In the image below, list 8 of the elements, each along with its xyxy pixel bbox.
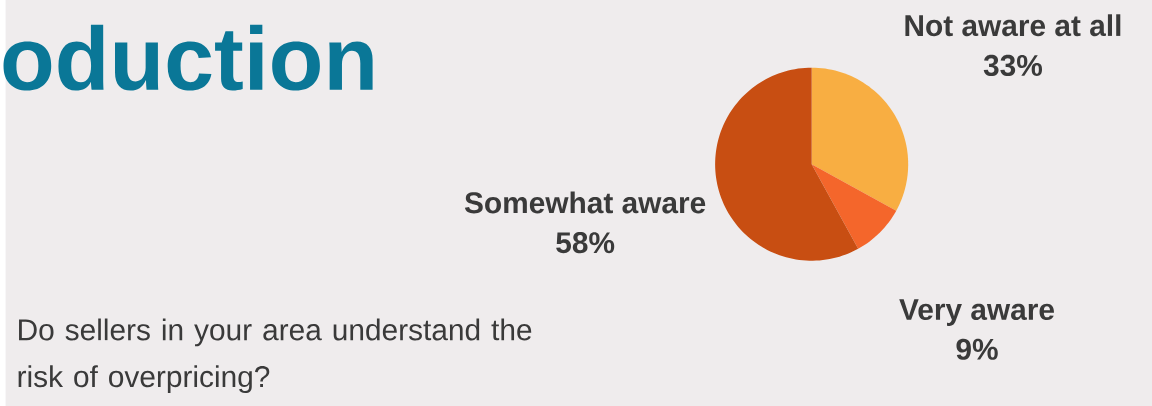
slice-label: Somewhat aware: [464, 191, 706, 214]
slice-label: Very aware: [899, 299, 1054, 326]
text: Do sellers in your area understand the risk of overpricing?: [18, 318, 532, 394]
data-label: 9%: [956, 338, 998, 360]
chart-title: oduction: [3, 24, 373, 91]
slice-label: Not aware at all: [905, 14, 1121, 37]
data-label: 33%: [983, 54, 1043, 77]
data-label: 58%: [556, 232, 615, 254]
